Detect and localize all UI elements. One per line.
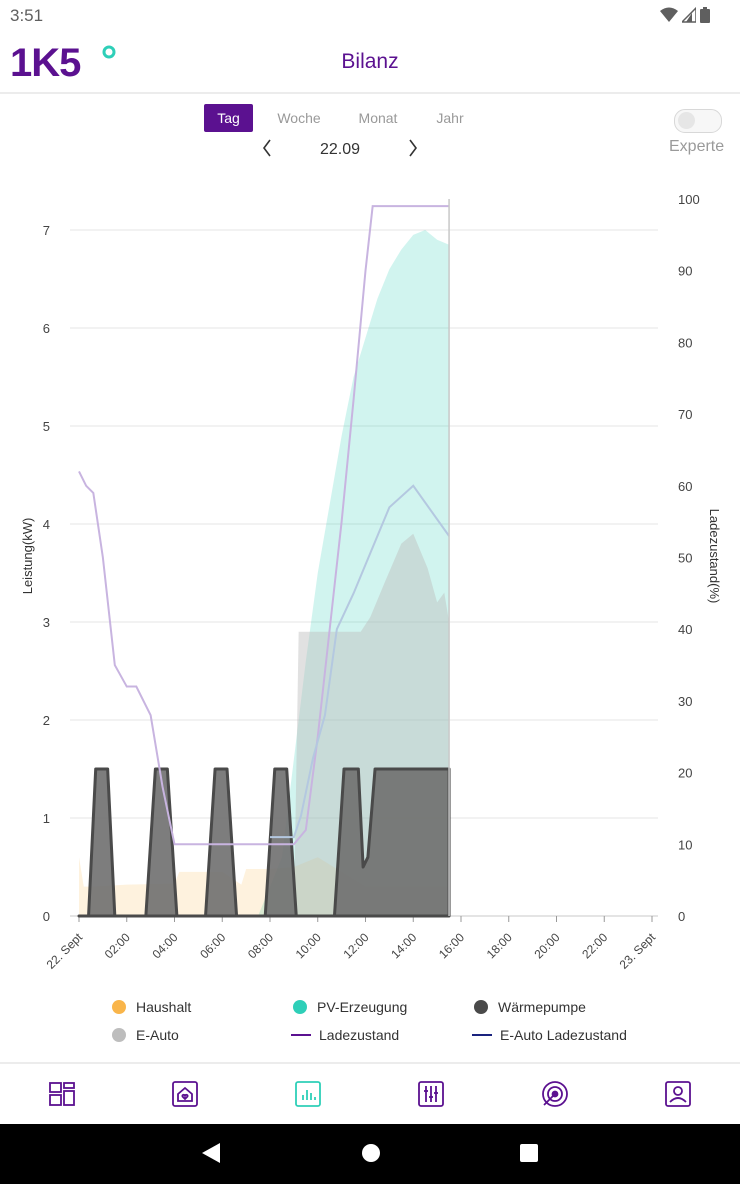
logo: 1K5	[10, 40, 120, 85]
energy-balance-chart: 012345670102030405060708090100Leistung(k…	[20, 192, 722, 972]
legend-dot-icon	[474, 1000, 488, 1014]
nav-dashboard[interactable]	[42, 1076, 82, 1112]
y2-tick-label: 90	[678, 264, 692, 279]
tab-monat[interactable]: Monat	[358, 110, 398, 126]
legend-label: E-Auto Ladezustand	[500, 1027, 627, 1043]
x-tick-label: 08:00	[245, 930, 276, 961]
legend-pv-erzeugung[interactable]: PV-Erzeugung	[293, 999, 407, 1015]
legend-e-auto-ladezustand[interactable]: E-Auto Ladezustand	[472, 1027, 627, 1043]
y-axis-label: Leistung(kW)	[20, 518, 35, 595]
y2-tick-label: 40	[678, 622, 692, 637]
system-navigation-bar	[0, 1124, 740, 1184]
legend-haushalt[interactable]: Haushalt	[112, 999, 191, 1015]
expert-toggle[interactable]	[674, 109, 722, 133]
app-bar: 1K5 Bilanz	[0, 32, 740, 94]
next-day-button[interactable]	[407, 138, 419, 164]
recents-icon[interactable]	[518, 1142, 540, 1164]
x-tick-label: 20:00	[531, 930, 562, 961]
ladezustand-line	[78, 205, 450, 846]
x-tick-label: 22. Sept	[44, 930, 86, 972]
battery-icon	[700, 7, 710, 23]
logo-text: 1K5	[10, 41, 81, 80]
tab-tag[interactable]: Tag	[204, 104, 253, 132]
expert-label: Experte	[669, 138, 725, 155]
wifi-icon	[660, 7, 678, 22]
y-tick-label: 2	[43, 713, 50, 728]
prev-day-button[interactable]	[261, 138, 273, 164]
y2-tick-label: 100	[678, 192, 700, 207]
pv-area	[258, 230, 450, 916]
waermepumpe-area	[77, 767, 451, 918]
tab-jahr[interactable]: Jahr	[436, 110, 464, 126]
x-tick-label: 14:00	[388, 930, 419, 961]
page-title: Bilanz	[341, 50, 399, 73]
y2-axis-label: Ladezustand(%)	[707, 509, 722, 604]
legend-dot-icon	[112, 1028, 126, 1042]
y2-tick-label: 80	[678, 335, 692, 350]
y2-tick-label: 0	[678, 909, 685, 924]
x-tick-label: 02:00	[102, 930, 133, 961]
x-tick-label: 23. Sept	[617, 930, 659, 972]
legend-dot-icon	[112, 1000, 126, 1014]
x-tick-label: 18:00	[484, 930, 515, 961]
nav-profile[interactable]	[658, 1076, 698, 1112]
y-tick-label: 4	[43, 517, 50, 532]
y2-tick-label: 20	[678, 766, 692, 781]
x-tick-label: 06:00	[197, 930, 228, 961]
target-icon	[542, 1081, 568, 1107]
tab-woche[interactable]: Woche	[277, 110, 321, 126]
profile-icon	[665, 1081, 691, 1107]
legend-waermepumpe[interactable]: Wärmepumpe	[474, 999, 586, 1015]
y2-tick-label: 10	[678, 837, 692, 852]
date-label: 22.09	[319, 141, 361, 158]
nav-target[interactable]	[535, 1076, 575, 1112]
y-tick-label: 6	[43, 321, 50, 336]
legend-label: Wärmepumpe	[498, 999, 586, 1015]
nav-bilanz[interactable]	[288, 1076, 328, 1112]
legend-label: E-Auto	[136, 1027, 179, 1043]
y2-tick-label: 60	[678, 479, 692, 494]
status-icons	[660, 7, 710, 23]
legend-label: Ladezustand	[319, 1027, 400, 1043]
x-tick-label: 04:00	[149, 930, 180, 961]
bar-chart-icon	[295, 1081, 321, 1107]
legend-label: Haushalt	[136, 999, 192, 1015]
x-tick-label: 12:00	[340, 930, 371, 961]
y-tick-label: 5	[43, 419, 50, 434]
home-heart-icon	[172, 1081, 198, 1107]
legend-e-auto[interactable]: E-Auto	[112, 1027, 179, 1043]
y-tick-label: 1	[43, 811, 50, 826]
nav-home[interactable]	[165, 1076, 205, 1112]
y2-tick-label: 70	[678, 407, 692, 422]
home-icon[interactable]	[360, 1142, 382, 1164]
status-bar: 3:51	[0, 0, 740, 32]
nav-settings[interactable]	[411, 1076, 451, 1112]
y-tick-label: 7	[43, 223, 50, 238]
sliders-icon	[418, 1081, 444, 1107]
legend-dot-icon	[293, 1000, 307, 1014]
x-tick-label: 16:00	[436, 930, 467, 961]
status-time: 3:51	[10, 6, 44, 25]
e-auto-ladezustand-line	[270, 484, 450, 839]
y-tick-label: 0	[43, 909, 50, 924]
legend-ladezustand[interactable]: Ladezustand	[291, 1027, 399, 1043]
chevron-left-icon	[263, 139, 271, 157]
x-tick-label: 10:00	[293, 930, 324, 961]
dashboard-icon	[49, 1082, 75, 1106]
legend-label: PV-Erzeugung	[317, 999, 408, 1015]
back-icon[interactable]	[200, 1142, 222, 1164]
y-tick-label: 3	[43, 615, 50, 630]
bottom-navigation	[0, 1062, 740, 1126]
logo-degree-icon	[102, 45, 116, 59]
legend-line-icon	[472, 1034, 492, 1036]
y2-tick-label: 50	[678, 551, 692, 566]
toggle-knob	[678, 112, 695, 129]
legend-line-icon	[291, 1034, 311, 1036]
chevron-right-icon	[409, 139, 417, 157]
x-tick-label: 22:00	[579, 930, 610, 961]
y2-tick-label: 30	[678, 694, 692, 709]
signal-icon	[682, 7, 696, 23]
